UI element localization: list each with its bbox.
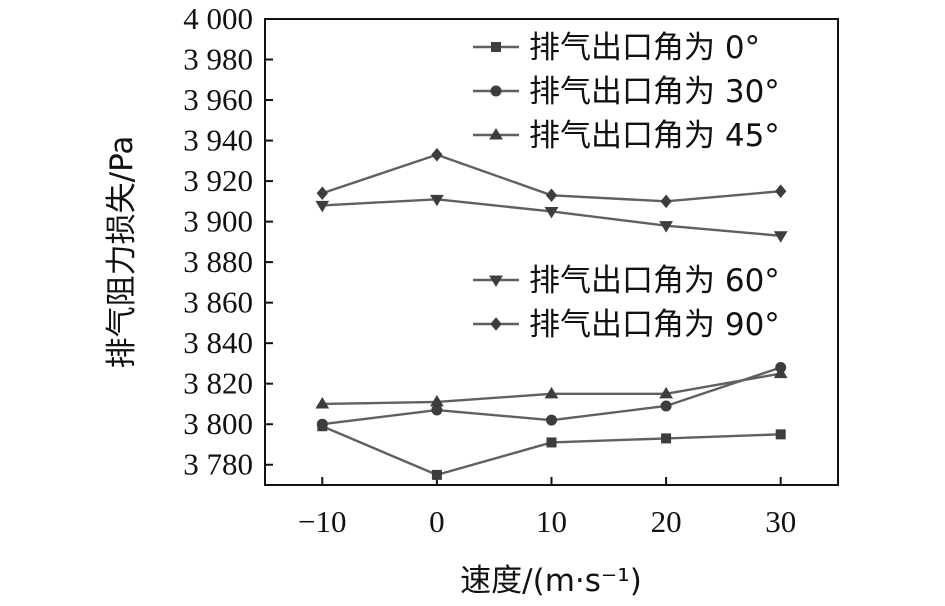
data-point (659, 221, 673, 233)
data-point (316, 186, 328, 201)
y-tick-label: 3 860 (183, 285, 253, 320)
data-point (431, 147, 443, 162)
x-tick-label: −10 (298, 504, 346, 539)
data-point (544, 386, 559, 399)
data-point (544, 206, 559, 219)
data-point (775, 184, 787, 198)
data-point (773, 231, 788, 243)
data-point (660, 400, 672, 412)
y-axis-title: 排气阻力损失/Pa (104, 136, 140, 369)
data-point (430, 194, 444, 207)
data-point (490, 317, 502, 331)
x-axis-title: 速度/(m·s⁻¹) (460, 563, 642, 599)
x-tick-label: 20 (651, 504, 682, 539)
data-point (315, 200, 330, 213)
y-tick-label: 3 940 (183, 123, 253, 158)
legend-group-1: 排气出口角为 60° 排气出口角为 90° (473, 263, 780, 343)
x-tick-label: 10 (536, 504, 567, 539)
data-point (546, 414, 557, 426)
data-point (661, 433, 672, 444)
data-point (546, 437, 557, 448)
data-point (431, 404, 443, 416)
data-point (489, 275, 503, 287)
y-tick-label: 4 000 (183, 1, 253, 36)
data-point (659, 386, 673, 399)
data-point (660, 194, 672, 209)
series-2 (315, 366, 788, 409)
y-tick-label: 3 840 (183, 325, 253, 360)
data-point (545, 188, 558, 203)
y-tick-label: 3 880 (183, 244, 253, 279)
y-tick-label: 3 820 (183, 366, 253, 401)
y-tick-label: 3 960 (183, 82, 253, 117)
legend-label: 排气出口角为 60° (529, 263, 780, 299)
data-point (490, 85, 502, 97)
data-point (775, 429, 786, 440)
data-point (315, 396, 330, 409)
data-point (773, 366, 788, 379)
series-0 (317, 421, 786, 480)
series-4 (316, 147, 787, 209)
legend-group-0: 排气出口角为 0° 排气出口角为 30° 排气出口角为 45° (473, 30, 780, 154)
y-axis: 3 780 3 800 3 820 3 840 3 860 3 880 3 900 3 920… (183, 1, 273, 482)
y-tick-label: 3 780 (183, 447, 253, 482)
legend-label: 排气出口角为 45° (529, 118, 780, 154)
legend-label: 排气出口角为 0° (529, 30, 760, 66)
data-point (316, 418, 328, 430)
legend-label: 排气出口角为 90° (529, 307, 780, 343)
y-tick-label: 3 920 (183, 163, 253, 198)
y-tick-label: 3 980 (183, 42, 253, 77)
series-line (321, 425, 781, 477)
x-tick-label: 0 (429, 504, 445, 539)
data-point (489, 128, 503, 140)
legend: 排气出口角为 0°排气出口角为 30°排气出口角为 45°排气出口角为 60°排… (473, 30, 780, 343)
data-point (431, 469, 442, 480)
series-3 (315, 194, 788, 243)
x-axis: −10 0 10 20 30 (298, 477, 796, 539)
y-tick-label: 3 800 (183, 406, 253, 441)
series-layer (315, 147, 788, 480)
y-tick-label: 3 900 (183, 204, 253, 239)
data-point (430, 394, 444, 407)
legend-label: 排气出口角为 30° (529, 74, 780, 110)
data-point (491, 42, 501, 52)
x-tick-label: 30 (765, 504, 796, 539)
